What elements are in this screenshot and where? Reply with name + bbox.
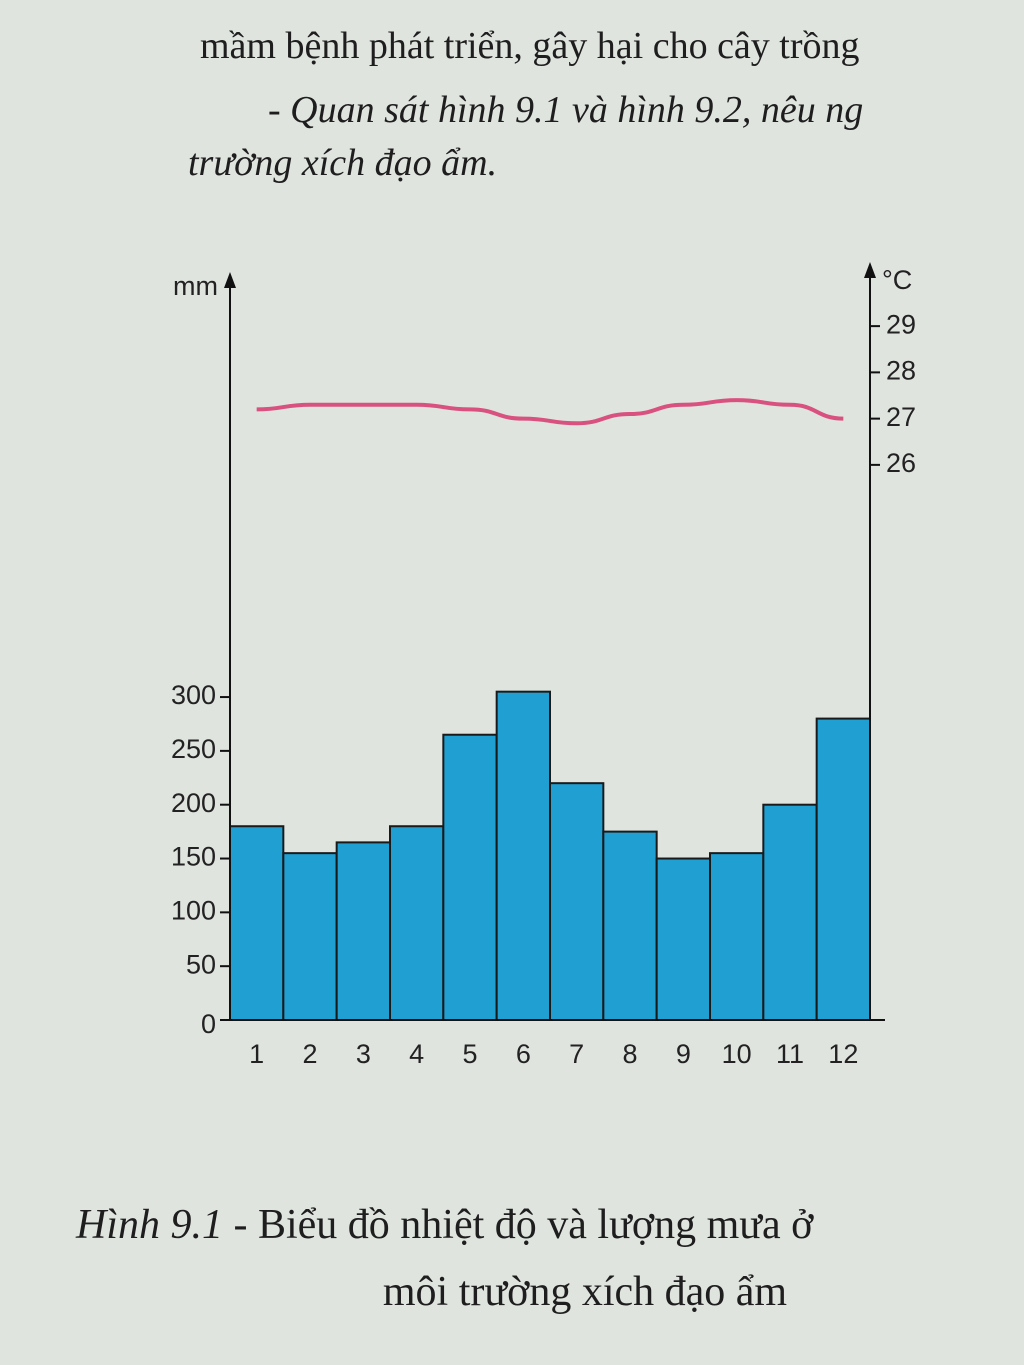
y-tick-label: 0 [201, 1009, 216, 1039]
x-tick-label: 1 [249, 1039, 264, 1069]
caption-line: môi trường xích đạo ẩm [383, 1269, 788, 1315]
y-tick-label: 200 [171, 788, 216, 818]
y2-axis-arrow [864, 262, 876, 278]
x-tick-label: 9 [676, 1039, 691, 1069]
temperature-line [256, 398, 844, 426]
paragraph-line: mầm bệnh phát triển, gây hại cho cây trồ… [200, 25, 860, 67]
bar [282, 852, 338, 1021]
caption-label: Hình 9.1 [75, 1202, 223, 1248]
y-tick-label: 250 [171, 734, 216, 764]
bar [442, 733, 498, 1021]
y-tick-label: 300 [171, 680, 216, 710]
bar [389, 825, 445, 1021]
x-tick-label: 11 [776, 1039, 804, 1069]
x-tick-label: 10 [722, 1039, 752, 1069]
y2-tick-label: 27 [886, 402, 916, 432]
y-tick-label: 150 [171, 842, 216, 872]
x-tick-label: 2 [302, 1039, 317, 1069]
y-tick-label: 100 [171, 895, 216, 925]
bar [229, 825, 285, 1021]
paragraph-line: trường xích đạo ẩm. [188, 142, 497, 184]
bar [602, 830, 658, 1022]
bar [495, 690, 551, 1021]
bar [762, 803, 818, 1021]
caption-line: Hình 9.1 - Biểu đồ nhiệt độ và lượng mưa… [75, 1202, 814, 1248]
y-axis-arrow [224, 272, 236, 288]
y2-axis-label: °C [882, 265, 912, 295]
x-tick-label: 7 [569, 1039, 584, 1069]
bar [335, 841, 391, 1021]
x-tick-label: 4 [409, 1039, 424, 1069]
y2-tick-label: 29 [886, 309, 916, 339]
x-tick-label: 3 [356, 1039, 371, 1069]
y2-tick-label: 26 [886, 448, 916, 478]
bar [709, 852, 765, 1021]
x-tick-label: 6 [516, 1039, 531, 1069]
y-tick-label: 50 [186, 949, 216, 979]
bar [655, 857, 712, 1021]
x-tick-label: 8 [622, 1039, 637, 1069]
caption-text: - Biểu đồ nhiệt độ và lượng mưa ở [234, 1202, 815, 1248]
x-tick-label: 5 [462, 1039, 477, 1069]
bar [815, 717, 872, 1022]
y2-tick-label: 28 [886, 356, 916, 386]
paragraph-line: - Quan sát hình 9.1 và hình 9.2, nêu ng [268, 89, 863, 131]
bar [549, 782, 605, 1021]
y-axis-label: mm [173, 271, 218, 301]
x-tick-label: 12 [828, 1039, 858, 1069]
